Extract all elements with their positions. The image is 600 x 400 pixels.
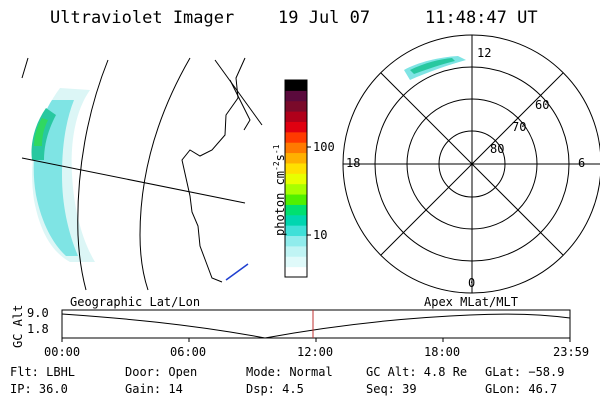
- polar-plot: [342, 34, 600, 294]
- polar-label-18: 18: [346, 156, 361, 170]
- colorbar-segment: [285, 80, 307, 91]
- date-label: 19 Jul 07: [278, 8, 371, 28]
- dsp-status: Dsp: 4.5: [246, 382, 304, 396]
- colorbar-segment: [285, 194, 307, 205]
- colorbar-segment: [285, 162, 307, 174]
- glat-status: GLat: −58.9: [485, 365, 565, 379]
- gc-alt-status: GC Alt: 4.8 Re: [366, 365, 468, 379]
- colorbar-segment: [285, 142, 307, 154]
- colorbar-segment: [285, 204, 307, 216]
- door-status: Door: Open: [125, 365, 198, 379]
- polar-lat-70: 70: [512, 120, 527, 134]
- gc-alt-axis-label: GC Alt: [11, 304, 25, 348]
- x-tick-1800: 18:00: [424, 345, 461, 359]
- colorbar-segment: [285, 225, 307, 237]
- colorbar-segment: [285, 256, 307, 268]
- colorbar-segment: [285, 214, 307, 226]
- seq-status: Seq: 39: [366, 382, 417, 396]
- colorbar-segment: [285, 90, 307, 102]
- geographic-map: [21, 57, 263, 291]
- colorbar-segment: [285, 152, 307, 164]
- colorbar-segment: [285, 131, 307, 143]
- colorbar-segment: [285, 245, 307, 257]
- gain-status: Gain: 14: [125, 382, 183, 396]
- colorbar-segment: [285, 235, 307, 247]
- time-label: 11:48:47 UT: [425, 8, 538, 28]
- app-title: Ultraviolet Imager: [50, 8, 235, 28]
- x-tick-0000: 00:00: [44, 345, 81, 359]
- x-tick-1200: 12:00: [297, 345, 334, 359]
- polar-lat-60: 60: [535, 98, 550, 112]
- colorbar-tick-label-100: 100: [313, 140, 335, 154]
- polar-label-0: 0: [468, 276, 476, 290]
- colorbar-segment: [285, 183, 307, 195]
- colorbar-segment: [285, 121, 307, 133]
- colorbar-segment: [285, 266, 307, 278]
- colorbar-segment: [285, 100, 307, 112]
- colorbar: [284, 79, 308, 278]
- mode-status: Mode: Normal: [246, 365, 333, 379]
- colorbar-segment: [285, 111, 307, 122]
- x-tick-0600: 06:00: [170, 345, 207, 359]
- colorbar-label: photon cm-2s-1: [272, 144, 287, 236]
- filter-status: Flt: LBHL: [10, 365, 76, 379]
- polar-label-12: 12: [477, 46, 492, 60]
- colorbar-segment: [285, 173, 307, 185]
- apex-label: Apex MLat/MLT: [424, 295, 518, 309]
- x-tick-2359: 23:59: [553, 345, 590, 359]
- colorbar-tick-label-10: 10: [313, 228, 328, 242]
- y-tick-1-8: 1.8: [27, 322, 49, 336]
- ip-status: IP: 36.0: [10, 382, 68, 396]
- geographic-label: Geographic Lat/Lon: [70, 295, 201, 309]
- polar-lat-80: 80: [490, 142, 505, 156]
- glon-status: GLon: 46.7: [485, 382, 558, 396]
- polar-label-6: 6: [578, 156, 586, 170]
- altitude-panel: [61, 309, 571, 342]
- y-tick-9: 9.0: [27, 306, 49, 320]
